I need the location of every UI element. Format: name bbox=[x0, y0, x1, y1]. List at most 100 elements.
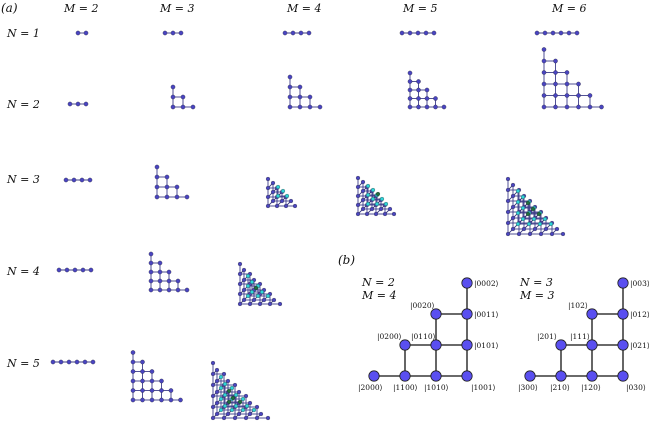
graph-node bbox=[360, 188, 366, 194]
graph-node bbox=[307, 94, 313, 100]
graph-node bbox=[258, 411, 264, 417]
graph-node bbox=[525, 211, 531, 217]
ket-label: |021⟩ bbox=[630, 341, 649, 350]
graph-node bbox=[287, 84, 293, 90]
graph-node bbox=[297, 104, 303, 110]
graph-node bbox=[190, 104, 196, 110]
graph-node bbox=[218, 374, 224, 380]
graph-node bbox=[66, 359, 72, 365]
graph-node bbox=[306, 30, 312, 36]
graph-node bbox=[576, 104, 581, 110]
graph-node bbox=[265, 176, 271, 182]
graph-node bbox=[433, 104, 438, 110]
graph-n4-m2 bbox=[56, 267, 94, 273]
graph-node bbox=[515, 210, 521, 216]
graph-node bbox=[236, 411, 242, 417]
graph-node bbox=[178, 30, 184, 36]
graph-node bbox=[218, 396, 224, 402]
graph-node bbox=[280, 188, 286, 194]
graph-node bbox=[355, 184, 361, 190]
graph-node bbox=[214, 389, 220, 395]
graph-node bbox=[72, 267, 78, 273]
panel-b-left-n: N = 2 bbox=[361, 276, 395, 289]
panel-b-left-graph: N = 2 M = 4 |0002⟩ |0020⟩ |0011⟩ |0200⟩ |011… bbox=[358, 276, 499, 392]
graph-node bbox=[526, 221, 532, 227]
graph-node bbox=[564, 81, 570, 87]
graph-node bbox=[247, 301, 253, 307]
graph-node bbox=[424, 96, 430, 101]
ket-label: |300⟩ bbox=[518, 383, 538, 392]
graph-node bbox=[168, 397, 174, 403]
graph-n3-m6 bbox=[505, 176, 566, 237]
graph-node bbox=[221, 415, 227, 421]
graph-node bbox=[399, 339, 411, 351]
graph-node bbox=[210, 360, 216, 366]
graph-node bbox=[175, 278, 181, 284]
graph-node bbox=[586, 308, 598, 320]
graph-node bbox=[74, 359, 80, 365]
graph-node bbox=[382, 211, 388, 217]
graph-node bbox=[210, 393, 216, 399]
graph-node bbox=[71, 177, 77, 183]
row-header-n1: N = 1 bbox=[6, 27, 40, 40]
graph-node bbox=[222, 403, 228, 409]
graph-node bbox=[82, 359, 88, 365]
graph-node bbox=[154, 194, 160, 200]
col-header-m3: M = 3 bbox=[159, 2, 194, 15]
graph-node bbox=[226, 388, 232, 394]
graph-node bbox=[541, 81, 547, 87]
graph-node bbox=[237, 281, 243, 287]
graph-node bbox=[423, 30, 429, 36]
graph-node bbox=[265, 415, 271, 421]
ket-label: |0101⟩ bbox=[474, 341, 499, 350]
graph-node bbox=[63, 177, 69, 183]
graph-node bbox=[184, 287, 190, 293]
graph-node bbox=[130, 397, 136, 403]
graph-node bbox=[505, 231, 511, 237]
graph-node bbox=[297, 94, 303, 100]
graph-node bbox=[249, 289, 255, 295]
graph-n4-m4 bbox=[237, 261, 283, 307]
graph-node bbox=[237, 399, 243, 405]
graph-node bbox=[140, 369, 145, 374]
graph-node bbox=[265, 203, 271, 209]
graph-node bbox=[433, 96, 438, 101]
graph-node bbox=[56, 267, 62, 273]
graph-node bbox=[170, 94, 176, 100]
graph-node bbox=[560, 231, 566, 237]
graph-node bbox=[287, 74, 293, 80]
graph-node bbox=[245, 283, 251, 289]
graph-node bbox=[360, 206, 366, 212]
graph-node bbox=[542, 216, 548, 222]
graph-node bbox=[290, 30, 296, 36]
ket-label: |1010⟩ bbox=[424, 383, 449, 392]
ket-label: |0110⟩ bbox=[411, 332, 436, 341]
graph-node bbox=[537, 221, 543, 227]
graph-node bbox=[399, 370, 411, 382]
graph-n3-m3 bbox=[154, 164, 190, 200]
graph-node bbox=[184, 194, 190, 200]
graph-node bbox=[214, 411, 220, 417]
graph-node bbox=[532, 226, 538, 232]
graph-node bbox=[226, 399, 232, 405]
graph-node bbox=[307, 104, 313, 110]
graph-node bbox=[164, 174, 170, 180]
graph-node bbox=[510, 226, 516, 232]
graph-node bbox=[586, 370, 598, 382]
graph-node bbox=[538, 231, 544, 237]
graph-n5-m3 bbox=[130, 350, 183, 403]
graph-node bbox=[416, 87, 421, 93]
graph-node bbox=[245, 273, 251, 279]
graph-n5-m2 bbox=[50, 359, 96, 365]
graph-node bbox=[416, 79, 421, 84]
graph-node bbox=[374, 201, 380, 207]
row-header-n4: N = 4 bbox=[6, 265, 40, 278]
graph-node bbox=[83, 30, 89, 36]
graph-node bbox=[520, 194, 526, 200]
graph-n3-m4 bbox=[265, 176, 298, 209]
graph-node bbox=[287, 104, 293, 110]
graph-node bbox=[159, 397, 164, 403]
graph-node bbox=[554, 226, 560, 232]
graph-node bbox=[88, 267, 94, 273]
